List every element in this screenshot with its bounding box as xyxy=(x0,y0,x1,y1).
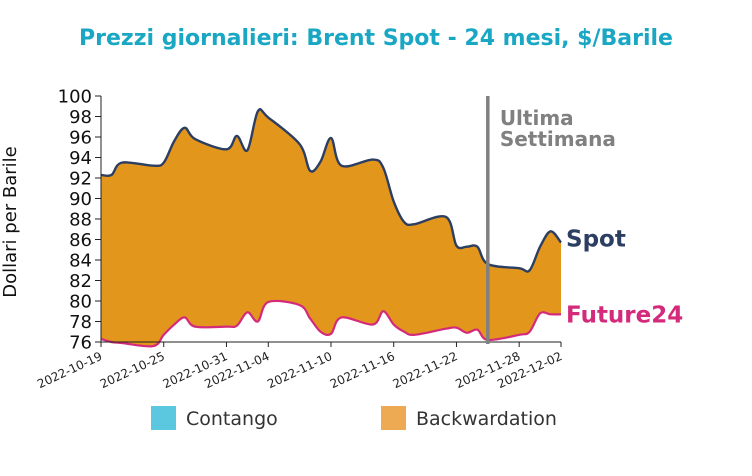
legend-swatch-backwardation xyxy=(381,406,406,430)
annotation-layer: Ultima Settimana xyxy=(486,96,616,344)
x-tick-label: 2022-11-10 xyxy=(265,349,334,391)
series-label-future24: Future24 xyxy=(566,302,683,328)
legend: Contango Backwardation xyxy=(151,406,557,430)
legend-swatch-contango xyxy=(151,406,176,430)
x-tick-label: 2022-11-16 xyxy=(328,349,397,391)
x-tick-label: 2022-10-19 xyxy=(35,349,104,391)
series-lines xyxy=(100,108,562,348)
y-tick-label: 98 xyxy=(69,107,92,128)
y-tick-label: 88 xyxy=(69,210,92,231)
series-labels: Spot Future24 xyxy=(566,227,683,329)
last-week-label-line1: Ultima xyxy=(500,106,574,130)
y-tick-label: 80 xyxy=(69,292,92,313)
backwardation-area xyxy=(101,109,561,347)
y-tick-label: 76 xyxy=(69,333,92,354)
chart-title: Prezzi giornalieri: Brent Spot - 24 mesi… xyxy=(79,26,673,51)
y-tick-label: 96 xyxy=(69,128,92,149)
last-week-label-line2: Settimana xyxy=(500,127,616,151)
y-tick-label: 94 xyxy=(69,148,92,169)
x-tick-label: 2022-10-25 xyxy=(98,349,167,391)
series-line-future24 xyxy=(100,299,562,348)
y-tick-label: 82 xyxy=(69,271,92,292)
legend-label-backwardation: Backwardation xyxy=(416,408,557,430)
y-tick-label: 100 xyxy=(58,87,92,108)
series-line-spot xyxy=(100,108,562,273)
x-tick-label: 2022-11-22 xyxy=(391,349,460,391)
y-tick-label: 78 xyxy=(69,312,92,333)
series-label-spot: Spot xyxy=(566,227,626,253)
spread-area-layer xyxy=(101,109,561,347)
legend-label-contango: Contango xyxy=(186,408,278,430)
y-axis-label: Dollari per Barile xyxy=(0,146,21,298)
y-tick-label: 86 xyxy=(69,230,92,251)
y-tick-label: 90 xyxy=(69,189,92,210)
y-tick-label: 92 xyxy=(69,169,92,190)
y-tick-label: 84 xyxy=(69,251,92,272)
